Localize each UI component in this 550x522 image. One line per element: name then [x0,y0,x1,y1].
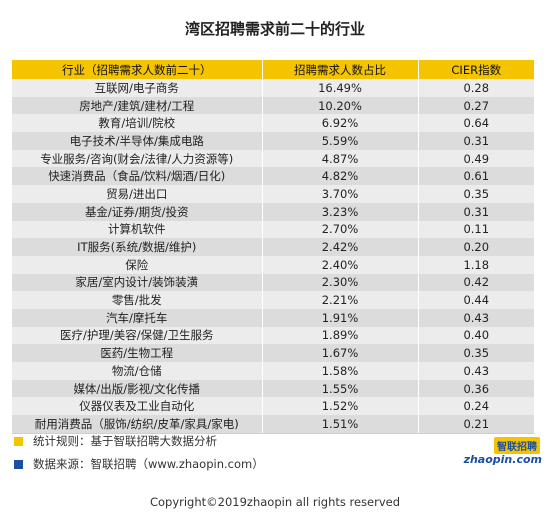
share-cell: 6.92% [262,114,419,133]
share-cell: 4.87% [262,149,419,168]
header-share: 招聘需求人数占比 [262,60,419,79]
industry-cell: IT服务(系统/数据/维护) [12,238,263,256]
share-cell: 2.30% [262,273,419,292]
share-cell: 2.40% [262,255,419,274]
share-cell: 1.51% [262,415,419,434]
table-row: 汽车/摩托车 1.91% 0.43 [12,308,534,327]
table-row: 保险 2.40% 1.18 [12,255,534,274]
data-source-text: 数据来源：智联招聘（www.zhaopin.com） [33,457,264,471]
table-row: 电子技术/半导体/集成电路 5.59% 0.31 [12,132,534,150]
table-row: IT服务(系统/数据/维护) 2.42% 0.20 [12,238,534,256]
cier-cell: 0.42 [418,273,534,292]
cier-cell: 0.43 [418,308,534,327]
share-cell: 3.70% [262,185,419,203]
cier-cell: 0.31 [418,132,534,150]
cier-cell: 0.31 [418,202,534,221]
cier-cell: 0.64 [418,114,534,133]
cier-cell: 0.44 [418,291,534,309]
table-row: 计算机软件 2.70% 0.11 [12,220,534,239]
table-row: 医疗/护理/美容/保健/卫生服务 1.89% 0.40 [12,326,534,345]
table-row: 家居/室内设计/装饰装潢 2.30% 0.42 [12,273,534,292]
table-header-row: 行业（招聘需求人数前二十） 招聘需求人数占比 CIER指数 [12,60,534,79]
cier-cell: 0.20 [418,238,534,256]
table-row: 耐用消费品（服饰/纺织/皮革/家具/家电) 1.51% 0.21 [12,415,534,434]
stat-rule-text: 统计规则：基于智联招聘大数据分析 [33,434,217,448]
industry-cell: 保险 [12,255,263,274]
table-row: 仪器仪表及工业自动化 1.52% 0.24 [12,397,534,416]
source-square-icon [14,459,23,469]
industry-cell: 家居/室内设计/装饰装潢 [12,273,263,292]
industry-cell: 耐用消费品（服饰/纺织/皮革/家具/家电) [12,415,263,434]
industry-table: 行业（招聘需求人数前二十） 招聘需求人数占比 CIER指数 互联网/电子商务 16… [12,60,534,434]
cier-cell: 0.36 [418,379,534,398]
share-cell: 2.42% [262,238,419,256]
share-cell: 1.58% [262,362,419,380]
header-industry: 行业（招聘需求人数前二十） [12,60,263,79]
cier-cell: 0.21 [418,415,534,434]
cier-cell: 0.28 [418,79,534,97]
table-row: 医药/生物工程 1.67% 0.35 [12,344,534,362]
table-row: 互联网/电子商务 16.49% 0.28 [12,79,534,97]
share-cell: 2.21% [262,291,419,309]
cier-cell: 0.35 [418,344,534,362]
cier-cell: 0.61 [418,167,534,186]
share-cell: 5.59% [262,132,419,150]
table-row: 零售/批发 2.21% 0.44 [12,291,534,309]
cier-cell: 0.27 [418,96,534,115]
industry-cell: 仪器仪表及工业自动化 [12,397,263,416]
share-cell: 1.89% [262,326,419,345]
share-cell: 2.70% [262,220,419,239]
industry-cell: 专业服务/咨询(财会/法律/人力资源等) [12,149,263,168]
share-cell: 3.23% [262,202,419,221]
cier-cell: 0.35 [418,185,534,203]
table-row: 专业服务/咨询(财会/法律/人力资源等) 4.87% 0.49 [12,149,534,168]
cier-cell: 0.43 [418,362,534,380]
industry-cell: 互联网/电子商务 [12,79,263,97]
cier-cell: 0.49 [418,149,534,168]
industry-cell: 房地产/建筑/建材/工程 [12,96,263,115]
industry-cell: 医药/生物工程 [12,344,263,362]
industry-cell: 物流/仓储 [12,362,263,380]
table-row: 快速消费品（食品/饮料/烟酒/日化) 4.82% 0.61 [12,167,534,186]
chart-title: 湾区招聘需求前二十的行业 [184,20,365,38]
table-row: 贸易/进出口 3.70% 0.35 [12,185,534,203]
share-cell: 10.20% [262,96,419,115]
zhaopin-logo: 智联招聘 zhaopin.com [464,437,542,473]
industry-cell: 汽车/摩托车 [12,308,263,327]
table-row: 教育/培训/院校 6.92% 0.64 [12,114,534,133]
industry-cell: 快速消费品（食品/饮料/烟酒/日化) [12,167,263,186]
share-cell: 1.67% [262,344,419,362]
share-cell: 4.82% [262,167,419,186]
share-cell: 1.55% [262,379,419,398]
rule-square-icon [14,436,23,446]
industry-cell: 媒体/出版/影视/文化传播 [12,379,263,398]
industry-cell: 计算机软件 [12,220,263,239]
industry-cell: 电子技术/半导体/集成电路 [12,132,263,150]
industry-cell: 教育/培训/院校 [12,114,263,133]
logo-en-text: zhaopin.com [463,453,542,466]
share-cell: 1.52% [262,397,419,416]
data-source-note: 数据来源：智联招聘（www.zhaopin.com） [14,456,264,472]
stat-rule-note: 统计规则：基于智联招聘大数据分析 [14,433,217,449]
table-body: 互联网/电子商务 16.49% 0.28 房地产/建筑/建材/工程 10.20% 0.27… [12,79,534,434]
share-cell: 16.49% [262,79,419,97]
table-row: 基金/证券/期货/投资 3.23% 0.31 [12,202,534,221]
industry-cell: 基金/证券/期货/投资 [12,202,263,221]
copyright-text: Copyright©2019zhaopin all rights reserve… [149,495,401,509]
table-row: 媒体/出版/影视/文化传播 1.55% 0.36 [12,379,534,398]
industry-cell: 零售/批发 [12,291,263,309]
industry-cell: 贸易/进出口 [12,185,263,203]
header-cier: CIER指数 [418,60,534,79]
cier-cell: 1.18 [418,255,534,274]
share-cell: 1.91% [262,308,419,327]
logo-cn-text: 智联招聘 [494,437,540,454]
cier-cell: 0.24 [418,397,534,416]
cier-cell: 0.40 [418,326,534,345]
cier-cell: 0.11 [418,220,534,239]
table-row: 物流/仓储 1.58% 0.43 [12,362,534,380]
table-row: 房地产/建筑/建材/工程 10.20% 0.27 [12,96,534,115]
industry-cell: 医疗/护理/美容/保健/卫生服务 [12,326,263,345]
